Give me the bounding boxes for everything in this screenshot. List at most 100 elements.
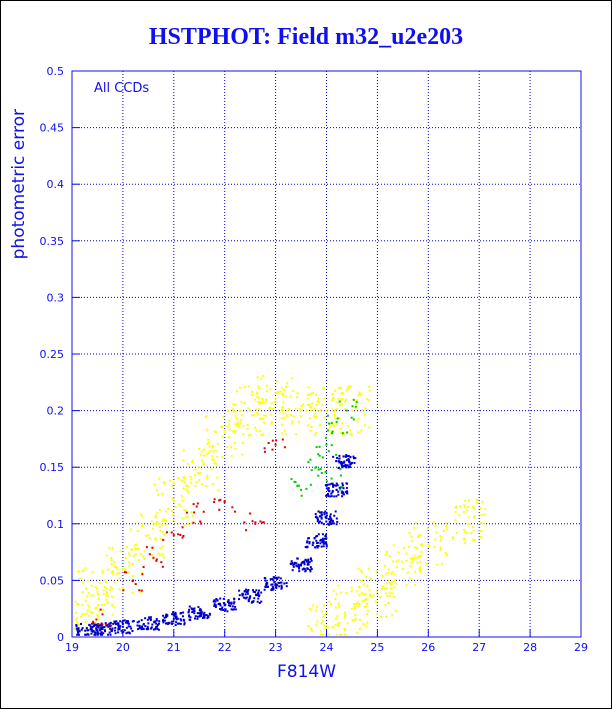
data-point-yellow xyxy=(357,567,360,570)
data-point-yellow xyxy=(199,453,202,456)
data-point-red xyxy=(263,447,266,450)
data-point-yellow xyxy=(383,564,386,567)
data-point-yellow xyxy=(320,633,323,636)
data-point-blue xyxy=(109,621,112,624)
data-point-yellow xyxy=(455,531,458,534)
data-point-blue xyxy=(341,492,344,495)
data-point-green xyxy=(290,478,293,481)
data-point-blue xyxy=(275,576,278,579)
data-point-blue xyxy=(337,493,340,496)
data-point-yellow xyxy=(75,621,78,624)
data-point-yellow xyxy=(102,589,105,592)
data-point-yellow xyxy=(416,561,419,564)
data-point-blue xyxy=(319,542,322,545)
data-point-blue xyxy=(91,630,94,633)
data-point-yellow xyxy=(376,612,379,615)
data-point-green xyxy=(319,468,322,471)
data-point-blue xyxy=(350,462,353,465)
data-point-yellow xyxy=(350,607,353,610)
data-point-yellow xyxy=(131,591,134,594)
data-point-yellow xyxy=(257,397,260,400)
data-point-yellow xyxy=(159,537,162,540)
data-point-yellow xyxy=(151,527,154,530)
data-point-blue xyxy=(113,620,116,623)
data-point-red xyxy=(254,522,257,525)
data-point-blue xyxy=(189,616,192,619)
data-point-blue xyxy=(327,523,330,526)
data-point-yellow xyxy=(74,618,77,621)
data-point-yellow xyxy=(336,615,339,618)
data-point-green xyxy=(317,474,320,477)
data-point-yellow xyxy=(143,549,146,552)
data-point-yellow xyxy=(331,393,334,396)
data-point-yellow xyxy=(386,571,389,574)
data-point-yellow xyxy=(262,417,265,420)
data-point-yellow xyxy=(464,542,467,545)
data-point-yellow xyxy=(81,630,84,633)
data-point-blue xyxy=(238,589,241,592)
data-point-blue xyxy=(167,621,170,624)
data-point-blue xyxy=(253,597,256,600)
data-point-yellow xyxy=(261,397,264,400)
data-point-blue xyxy=(179,622,182,625)
data-point-green xyxy=(352,418,355,421)
data-point-blue xyxy=(348,465,351,468)
data-point-yellow xyxy=(159,547,162,550)
data-point-yellow xyxy=(154,537,157,540)
data-point-yellow xyxy=(246,428,249,431)
data-point-yellow xyxy=(112,605,115,608)
data-point-blue xyxy=(324,542,327,545)
data-point-yellow xyxy=(364,599,367,602)
data-point-yellow xyxy=(269,406,272,409)
data-point-blue xyxy=(331,482,334,485)
data-point-yellow xyxy=(121,568,124,571)
data-point-yellow xyxy=(454,511,457,514)
data-point-blue xyxy=(290,563,293,566)
data-point-blue xyxy=(271,583,274,586)
data-point-green xyxy=(340,485,343,488)
data-point-blue xyxy=(205,614,208,617)
data-point-yellow xyxy=(235,417,238,420)
data-point-yellow xyxy=(124,569,127,572)
data-point-yellow xyxy=(473,508,476,511)
data-point-blue xyxy=(132,620,135,623)
y-tick-label: 0.45 xyxy=(40,122,65,135)
data-point-blue xyxy=(253,591,256,594)
data-point-yellow xyxy=(292,389,295,392)
data-point-yellow xyxy=(212,446,215,449)
data-point-yellow xyxy=(427,543,430,546)
data-point-yellow xyxy=(334,418,337,421)
data-point-yellow xyxy=(162,518,165,521)
data-point-blue xyxy=(340,462,343,465)
data-point-blue xyxy=(117,626,120,629)
data-point-yellow xyxy=(90,584,93,587)
data-point-red xyxy=(99,608,102,611)
data-point-yellow xyxy=(358,603,361,606)
y-tick-label: 0.1 xyxy=(47,518,65,531)
data-point-yellow xyxy=(198,471,201,474)
data-point-yellow xyxy=(117,572,120,575)
data-point-yellow xyxy=(344,614,347,617)
data-point-yellow xyxy=(442,529,445,532)
data-point-red xyxy=(202,510,205,513)
data-point-yellow xyxy=(386,587,389,590)
data-point-blue xyxy=(127,625,130,628)
data-point-yellow xyxy=(281,394,284,397)
data-point-yellow xyxy=(216,476,219,479)
data-point-yellow xyxy=(77,603,80,606)
data-point-blue xyxy=(141,625,144,628)
data-point-blue xyxy=(220,608,223,611)
data-point-yellow xyxy=(261,402,264,405)
data-point-red xyxy=(267,441,270,444)
data-point-blue xyxy=(319,515,322,518)
data-point-yellow xyxy=(363,413,366,416)
data-point-yellow xyxy=(148,536,151,539)
data-point-blue xyxy=(330,523,333,526)
data-point-yellow xyxy=(164,524,167,527)
data-point-red xyxy=(234,510,237,513)
data-point-yellow xyxy=(310,629,313,632)
data-point-yellow xyxy=(285,385,288,388)
data-point-yellow xyxy=(213,462,216,465)
data-point-blue xyxy=(196,617,199,620)
data-point-yellow xyxy=(357,605,360,608)
